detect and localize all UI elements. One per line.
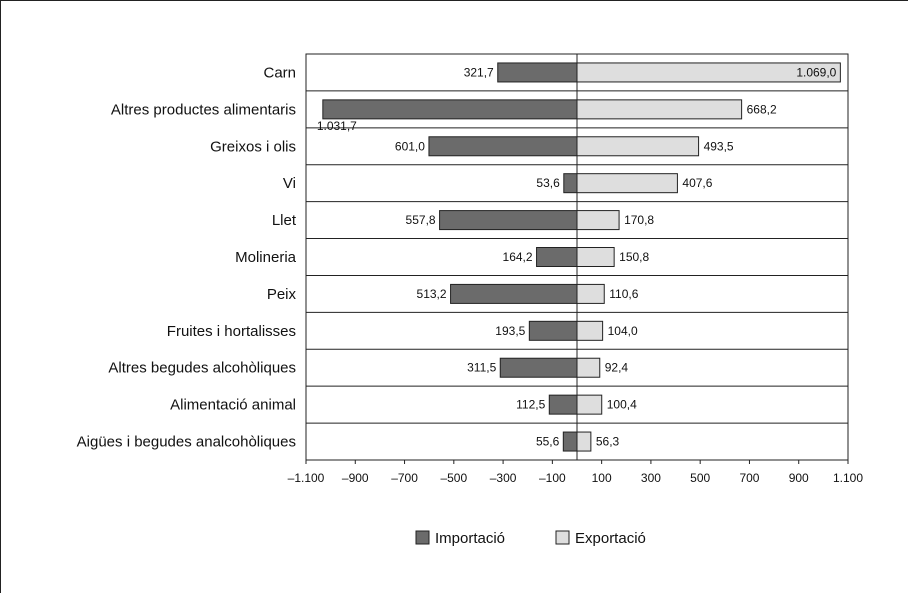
legend-swatch-export: [555, 530, 570, 545]
import-value-label: 53,6: [536, 176, 560, 190]
x-tick-label: 700: [739, 471, 759, 485]
category-label: Altres begudes alcohòliques: [108, 360, 296, 377]
category-labels: Carn Altres productes alimentaris Greixos …: [77, 64, 297, 450]
import-bar: [450, 283, 578, 304]
category-label: Llet: [272, 212, 297, 229]
import-value-label: 513,2: [417, 287, 447, 301]
import-bar: [528, 320, 578, 341]
x-tick-label: 1.100: [833, 471, 863, 485]
export-bar: [576, 136, 700, 157]
import-value-label: 193,5: [495, 324, 525, 338]
export-bar: [576, 394, 603, 415]
category-label: Molineria: [235, 249, 297, 266]
export-value-label: 110,6: [609, 287, 638, 301]
category-label: Peix: [267, 286, 297, 303]
export-value-label: 92,4: [605, 361, 629, 375]
import-value-label: 601,0: [395, 139, 425, 153]
import-value-label: 112,5: [516, 398, 545, 412]
x-tick-label: –700: [391, 471, 418, 485]
export-value-label: 56,3: [596, 435, 620, 449]
export-value-label: 150,8: [619, 250, 649, 264]
export-bar: [576, 210, 620, 231]
x-axis-ticks: –1.100 –900 –700 –500 –300 –100 100 300 500 700 90…: [288, 460, 863, 485]
category-label: Greixos i olis: [210, 138, 296, 155]
export-value-label: 1.069,0: [796, 65, 836, 79]
x-tick-label: 300: [641, 471, 661, 485]
export-bar: [576, 99, 743, 120]
legend-label-import: Importació: [435, 530, 505, 547]
export-bar: [576, 247, 615, 267]
x-tick-label: –300: [490, 471, 517, 485]
import-bar: [322, 99, 578, 120]
export-bar: [576, 320, 604, 341]
export-value-label: 104,0: [608, 324, 638, 338]
export-value-label: 100,4: [607, 398, 637, 412]
import-value-label: 55,6: [536, 435, 560, 449]
x-tick-label: –500: [440, 471, 467, 485]
export-bar: [576, 173, 678, 194]
value-labels: 321,7 1.069,0 1.031,7 668,2 601,0 493,5 53,6 40…: [317, 65, 837, 448]
import-bar: [536, 247, 578, 267]
import-bar: [439, 210, 578, 231]
import-value-label: 321,7: [464, 65, 494, 79]
import-bar: [499, 357, 578, 378]
import-bar: [548, 394, 578, 415]
export-value-label: 493,5: [704, 139, 734, 153]
export-bar: [576, 431, 592, 452]
legend: Importació Exportació: [415, 530, 646, 547]
import-value-label: 1.031,7: [317, 119, 357, 133]
category-label: Alimentació animal: [170, 397, 296, 414]
import-value-label: 557,8: [406, 213, 436, 227]
export-bar: [576, 283, 605, 304]
category-label: Carn: [263, 64, 296, 81]
legend-label-export: Exportació: [575, 530, 646, 547]
bars: [322, 62, 841, 452]
export-bar: [576, 357, 601, 378]
x-tick-label: 900: [789, 471, 809, 485]
import-bar: [428, 136, 578, 157]
category-label: Altres productes alimentaris: [111, 101, 296, 118]
import-value-label: 311,5: [467, 361, 496, 375]
x-tick-label: –900: [342, 471, 369, 485]
x-tick-label: 100: [592, 471, 612, 485]
x-tick-label: –100: [539, 471, 566, 485]
import-value-label: 164,2: [503, 250, 533, 264]
import-bar: [563, 173, 578, 194]
x-tick-label: 500: [690, 471, 710, 485]
import-bar: [497, 62, 578, 83]
legend-swatch-import: [415, 530, 430, 545]
category-label: Fruites i hortalisses: [167, 323, 296, 340]
import-bar: [562, 431, 578, 452]
export-value-label: 407,6: [682, 176, 712, 190]
export-value-label: 170,8: [624, 213, 654, 227]
export-value-label: 668,2: [747, 102, 777, 116]
x-tick-label: –1.100: [288, 471, 325, 485]
category-label: Aigües i begudes analcohòliques: [77, 434, 296, 451]
category-label: Vi: [283, 175, 296, 192]
